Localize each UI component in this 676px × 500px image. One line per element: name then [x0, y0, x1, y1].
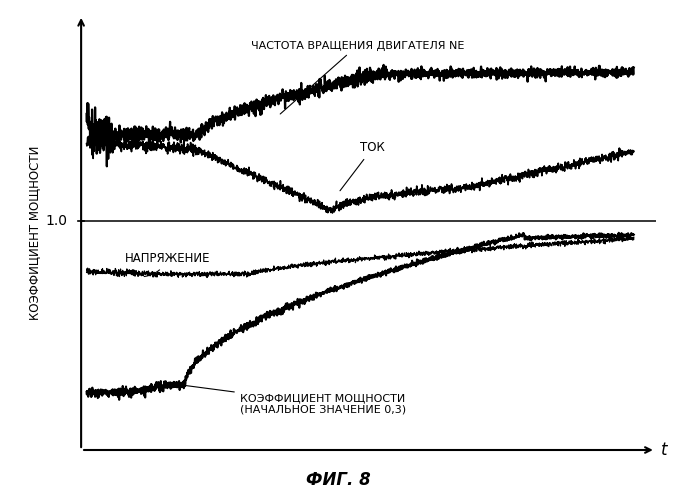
Text: ТОК: ТОК	[340, 142, 385, 190]
Text: КОЭФФИЦИЕНТ МОЩНОСТИ
(НАЧАЛЬНОЕ ЗНАЧЕНИЕ 0,3): КОЭФФИЦИЕНТ МОЩНОСТИ (НАЧАЛЬНОЕ ЗНАЧЕНИЕ…	[183, 385, 406, 414]
Text: t: t	[661, 441, 668, 459]
Text: НАПРЯЖЕНИЕ: НАПРЯЖЕНИЕ	[125, 252, 210, 276]
Text: КОЭФФИЦИЕНТ МОЩНОСТИ: КОЭФФИЦИЕНТ МОЩНОСТИ	[28, 146, 41, 320]
Text: ЧАСТОТА ВРАЩЕНИЯ ДВИГАТЕЛЯ NE: ЧАСТОТА ВРАЩЕНИЯ ДВИГАТЕЛЯ NE	[251, 40, 464, 114]
Text: 1.0: 1.0	[45, 214, 68, 228]
Text: ФИГ. 8: ФИГ. 8	[306, 471, 370, 489]
